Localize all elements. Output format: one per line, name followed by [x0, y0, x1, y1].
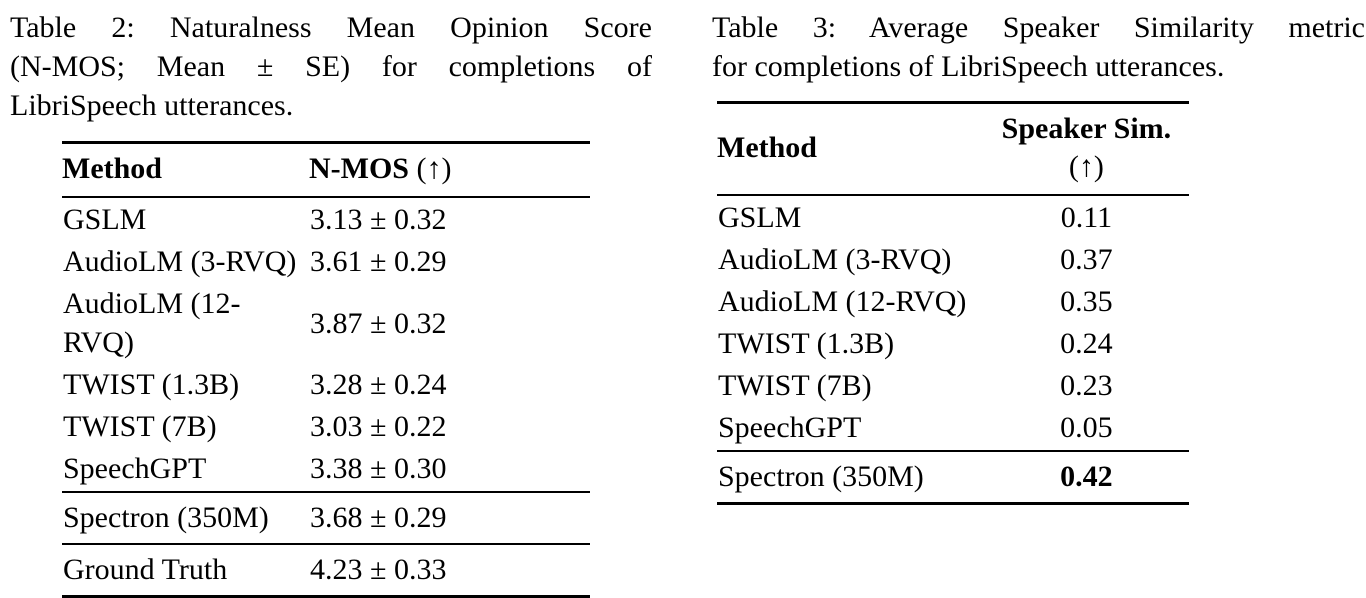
baselines-group: GSLM 0.11 AudioLM (3-RVQ) 0.37 AudioLM (… — [717, 195, 1189, 451]
value-cell: 3.38 ± 0.30 — [310, 452, 447, 485]
table-row: TWIST (7B) 3.03 ± 0.22 — [62, 405, 590, 447]
table-row: AudioLM (12-RVQ) 0.35 — [717, 280, 1189, 322]
method-cell: AudioLM (12-RVQ) — [718, 285, 967, 318]
table-row: SpeechGPT 3.38 ± 0.30 — [62, 447, 590, 492]
header-row: Method Speaker Sim. (↑) — [717, 102, 1189, 196]
table-row: GSLM 3.13 ± 0.32 — [62, 197, 590, 240]
table3-block: Table 3: Average Speaker Similarity metr… — [712, 8, 1365, 505]
method-cell: TWIST (7B) — [63, 410, 217, 443]
caption-line: (N-MOS; Mean ± SE) for completions of — [10, 50, 652, 83]
method-cell: TWIST (1.3B) — [63, 368, 240, 401]
table2-block: Table 2: Naturalness Mean Opinion Score … — [10, 8, 652, 598]
caption-line: LibriSpeech utterances. — [10, 89, 294, 122]
method-cell: AudioLM (12-RVQ) — [63, 287, 241, 359]
caption-line: for completions of LibriSpeech utterance… — [712, 50, 1225, 83]
value-cell-best: 0.42 — [1060, 460, 1113, 493]
value-cell: 3.61 ± 0.29 — [310, 245, 447, 278]
metric-label: Speaker Sim. — [1001, 112, 1172, 145]
ground-truth-group: Ground Truth 4.23 ± 0.33 — [62, 544, 590, 597]
table-row: TWIST (7B) 0.23 — [717, 364, 1189, 406]
value-cell: 0.05 — [1060, 411, 1113, 444]
value-cell: 3.13 ± 0.32 — [310, 203, 447, 236]
method-cell: Ground Truth — [63, 553, 228, 586]
method-cell: AudioLM (3-RVQ) — [718, 243, 952, 276]
speaker-sim-column-header: Speaker Sim. (↑) — [983, 102, 1189, 196]
table-row: AudioLM (3-RVQ) 3.61 ± 0.29 — [62, 240, 590, 282]
metric-label: N-MOS — [309, 152, 409, 185]
spectron-group: Spectron (350M) 0.42 — [717, 451, 1189, 504]
table-row-ground-truth: Ground Truth 4.23 ± 0.33 — [62, 544, 590, 597]
value-cell: 3.87 ± 0.32 — [310, 306, 447, 340]
header-row: Method N-MOS (↑) — [62, 142, 590, 198]
caption-line: Table 2: Naturalness Mean Opinion Score — [10, 11, 652, 44]
method-cell: GSLM — [718, 201, 802, 234]
value-cell: 3.03 ± 0.22 — [310, 410, 447, 443]
method-cell: TWIST (7B) — [718, 369, 872, 402]
table2: Method N-MOS (↑) GSLM 3.13 ± 0.32 AudioL… — [62, 141, 590, 598]
value-cell: 4.23 ± 0.33 — [310, 553, 447, 586]
caption-line: Table 3: Average Speaker Similarity metr… — [712, 11, 1365, 44]
method-cell: AudioLM (3-RVQ) — [63, 245, 297, 278]
method-cell: Spectron (350M) — [63, 501, 269, 534]
table3: Method Speaker Sim. (↑) GSLM 0.11 AudioL… — [717, 101, 1189, 505]
method-column-header: Method — [717, 102, 984, 196]
table-row-spectron: Spectron (350M) 0.42 — [717, 451, 1189, 504]
table3-header: Method Speaker Sim. (↑) — [717, 102, 1189, 196]
table-row: TWIST (1.3B) 3.28 ± 0.24 — [62, 363, 590, 405]
method-cell: TWIST (1.3B) — [718, 327, 895, 360]
paper-page: Table 2: Naturalness Mean Opinion Score … — [10, 8, 1365, 598]
up-arrow-suffix: (↑) — [416, 152, 452, 185]
table2-header: Method N-MOS (↑) — [62, 142, 590, 198]
nmos-column-header: N-MOS (↑) — [309, 142, 590, 198]
value-cell: 3.28 ± 0.24 — [310, 368, 447, 401]
method-cell: Spectron (350M) — [718, 460, 924, 493]
value-cell: 0.24 — [1060, 327, 1113, 360]
method-cell: SpeechGPT — [718, 411, 862, 444]
value-cell: 0.23 — [1060, 369, 1113, 402]
value-cell: 0.11 — [1060, 201, 1113, 234]
value-cell: 0.37 — [1060, 243, 1113, 276]
table-row-spectron: Spectron (350M) 3.68 ± 0.29 — [62, 492, 590, 544]
table-row: AudioLM (12-RVQ) 3.87 ± 0.32 — [62, 282, 590, 363]
method-cell: SpeechGPT — [63, 452, 207, 485]
table3-caption: Table 3: Average Speaker Similarity metr… — [712, 8, 1365, 86]
table-row: GSLM 0.11 — [717, 195, 1189, 238]
up-arrow-suffix: (↑) — [1068, 150, 1104, 183]
table-row: TWIST (1.3B) 0.24 — [717, 322, 1189, 364]
spectron-group: Spectron (350M) 3.68 ± 0.29 — [62, 492, 590, 544]
value-cell: 3.68 ± 0.29 — [310, 501, 447, 534]
table2-caption: Table 2: Naturalness Mean Opinion Score … — [10, 8, 652, 125]
method-column-header: Method — [62, 142, 309, 198]
table-row: SpeechGPT 0.05 — [717, 406, 1189, 451]
table-row: AudioLM (3-RVQ) 0.37 — [717, 238, 1189, 280]
baselines-group: GSLM 3.13 ± 0.32 AudioLM (3-RVQ) 3.61 ± … — [62, 197, 590, 492]
value-cell: 0.35 — [1060, 285, 1113, 318]
method-cell: GSLM — [63, 203, 147, 236]
